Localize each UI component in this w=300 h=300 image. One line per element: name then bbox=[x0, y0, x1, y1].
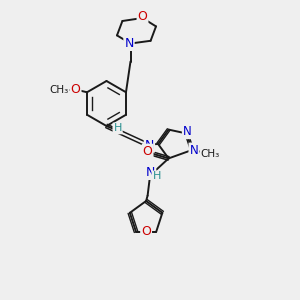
Text: O: O bbox=[138, 10, 147, 23]
Text: O: O bbox=[71, 83, 81, 96]
Text: CH₃: CH₃ bbox=[200, 149, 220, 159]
Text: N: N bbox=[183, 125, 192, 138]
Text: N: N bbox=[146, 166, 155, 179]
Text: CH₃: CH₃ bbox=[50, 85, 69, 95]
Text: H: H bbox=[113, 123, 122, 134]
Text: N: N bbox=[145, 139, 154, 152]
Text: O: O bbox=[143, 145, 152, 158]
Text: N: N bbox=[124, 37, 134, 50]
Text: H: H bbox=[152, 171, 161, 182]
Text: O: O bbox=[141, 225, 151, 239]
Text: N: N bbox=[189, 143, 198, 157]
